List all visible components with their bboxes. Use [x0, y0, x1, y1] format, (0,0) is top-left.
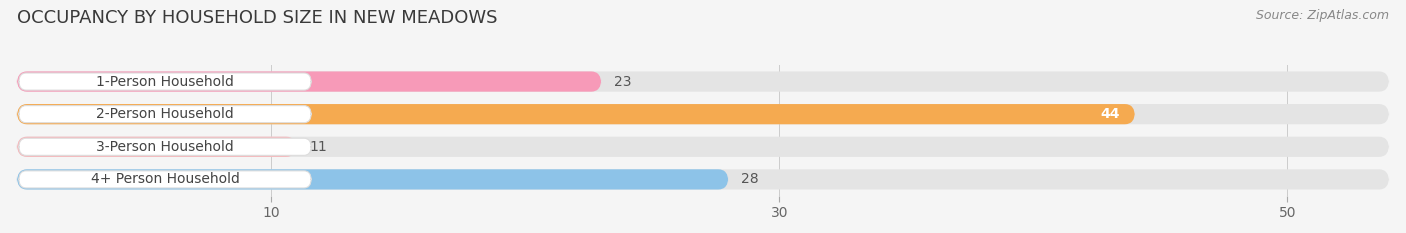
- Text: 3-Person Household: 3-Person Household: [96, 140, 233, 154]
- Text: Source: ZipAtlas.com: Source: ZipAtlas.com: [1256, 9, 1389, 22]
- FancyBboxPatch shape: [17, 169, 728, 189]
- FancyBboxPatch shape: [17, 137, 297, 157]
- FancyBboxPatch shape: [17, 137, 1389, 157]
- Text: 28: 28: [741, 172, 759, 186]
- FancyBboxPatch shape: [18, 138, 311, 155]
- FancyBboxPatch shape: [18, 73, 311, 90]
- Text: 4+ Person Household: 4+ Person Household: [90, 172, 239, 186]
- FancyBboxPatch shape: [17, 72, 602, 92]
- Text: OCCUPANCY BY HOUSEHOLD SIZE IN NEW MEADOWS: OCCUPANCY BY HOUSEHOLD SIZE IN NEW MEADO…: [17, 9, 498, 27]
- FancyBboxPatch shape: [17, 169, 1389, 189]
- FancyBboxPatch shape: [17, 104, 1135, 124]
- Text: 23: 23: [614, 75, 631, 89]
- FancyBboxPatch shape: [17, 104, 1389, 124]
- FancyBboxPatch shape: [18, 106, 311, 123]
- FancyBboxPatch shape: [17, 72, 1389, 92]
- Text: 11: 11: [309, 140, 326, 154]
- Text: 1-Person Household: 1-Person Household: [96, 75, 233, 89]
- Text: 2-Person Household: 2-Person Household: [96, 107, 233, 121]
- FancyBboxPatch shape: [18, 171, 311, 188]
- Text: 44: 44: [1101, 107, 1119, 121]
